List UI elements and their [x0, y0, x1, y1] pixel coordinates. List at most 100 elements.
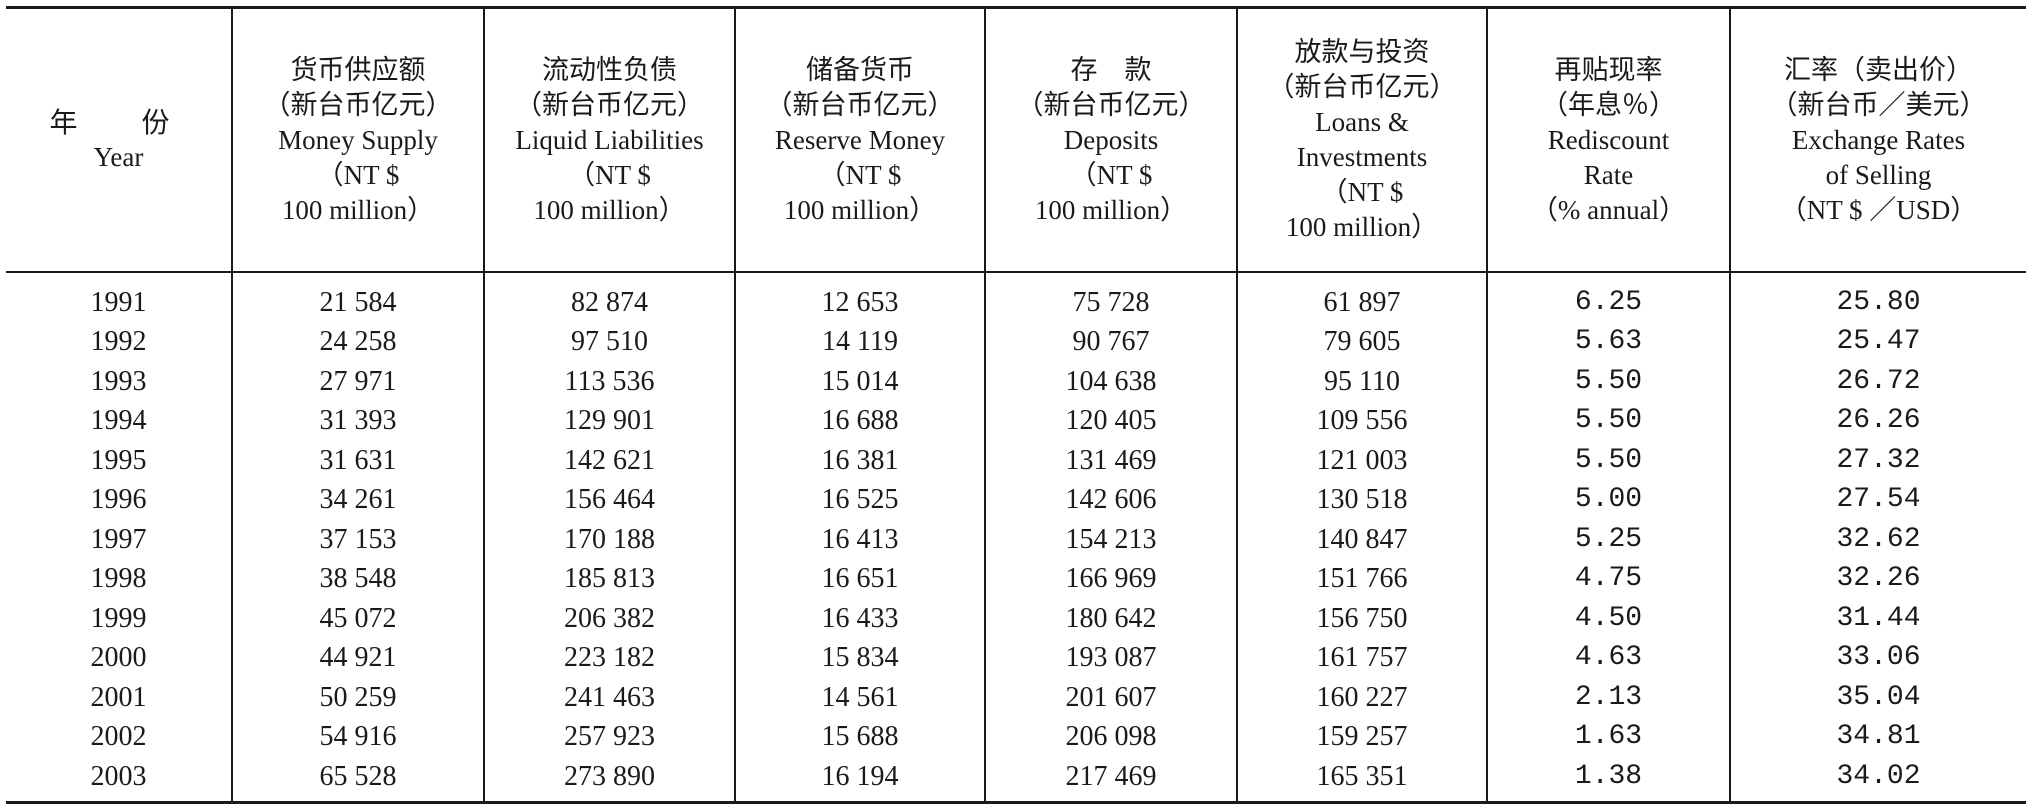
- liquid-liabilities-cell: 97 510: [484, 322, 736, 362]
- reserve-money-cell: 12 653: [735, 272, 986, 323]
- year-cell: 1992: [6, 322, 233, 362]
- deposits-cell: 90 767: [985, 322, 1238, 362]
- loans-investments-cell: 165 351: [1237, 757, 1488, 802]
- rediscount-rate-cell: 5.50: [1487, 362, 1731, 402]
- rediscount-rate-cell: 5.25: [1487, 520, 1731, 560]
- money-supply-cell: 21 584: [232, 272, 485, 323]
- header-label-en: 100 million）: [281, 194, 435, 225]
- reserve-money-cell: 16 194: [735, 757, 986, 802]
- reserve-money-cell: 14 119: [735, 322, 986, 362]
- year-cell: 1994: [6, 401, 233, 441]
- header-label-en: Liquid Liabilities: [515, 124, 704, 155]
- liquid-liabilities-cell: 206 382: [484, 599, 736, 639]
- exchange-rate-cell: 32.62: [1836, 523, 1921, 555]
- header-label-cn: 年 份: [49, 106, 188, 139]
- year-cell: 2002: [6, 717, 233, 757]
- table-row: 1998 38 548 185 813 16 651 166 969 151 766 4.7…: [6, 559, 2026, 599]
- deposits-header: 存 款（新台币亿元） Deposits （NT $ 100 million）: [985, 7, 1238, 273]
- year-cell: 2003: [6, 757, 233, 802]
- deposits-cell: 166 969: [985, 559, 1238, 599]
- reserve-money-cell: 16 381: [735, 441, 986, 481]
- deposits-cell: 201 607: [985, 678, 1238, 718]
- table-row: 1995 31 631 142 621 16 381 131 469 121 003 5.5…: [6, 441, 2026, 481]
- liquid-liabilities-cell: 113 536: [484, 362, 736, 402]
- liquid-liabilities-cell: 185 813: [484, 559, 736, 599]
- table-row: 2000 44 921 223 182 15 834 193 087 161 757 4.6…: [6, 638, 2026, 678]
- reserve-money-cell: 16 433: [735, 599, 986, 639]
- liquid-liabilities-header: 流动性负债 （新台币亿元） Liquid Liabilities （NT $ 100 m…: [484, 7, 736, 273]
- deposits-cell: 120 405: [985, 401, 1238, 441]
- rediscount-rate-cell: 5.50: [1487, 441, 1731, 481]
- loans-investments-cell: 130 518: [1237, 480, 1488, 520]
- liquid-liabilities-cell: 273 890: [484, 757, 736, 802]
- liquid-liabilities-cell: 241 463: [484, 678, 736, 718]
- loans-investments-header: 放款与投资 （新台币亿元） Loans & Investments （NT $ 100 m…: [1237, 7, 1488, 273]
- exchange-rate-cell: 26.26: [1836, 405, 1921, 437]
- header-label-en: （NT $: [1069, 159, 1153, 190]
- header-label-cn: （年息％）: [1541, 89, 1676, 121]
- reserve-money-cell: 16 413: [735, 520, 986, 560]
- reserve-money-cell: 15 688: [735, 717, 986, 757]
- table-body: 1991 21 584 82 874 12 653 75 728 61 897 6.25 25…: [6, 272, 2026, 802]
- rediscount-rate-cell: 4.75: [1487, 559, 1731, 599]
- table-row: 2003 65 528 273 890 16 194 217 469 165 351 1.3…: [6, 757, 2026, 802]
- table-row: 2002 54 916 257 923 15 688 206 098 159 257 1.6…: [6, 717, 2026, 757]
- exchange-rate-cell: 34.02: [1836, 760, 1921, 792]
- deposits-cell: 104 638: [985, 362, 1238, 402]
- deposits-cell: 217 469: [985, 757, 1238, 802]
- loans-investments-cell: 151 766: [1237, 559, 1488, 599]
- year-cell: 2000: [6, 638, 233, 678]
- money-supply-cell: 27 971: [232, 362, 485, 402]
- header-label-cn: 汇率（卖出价）: [1784, 54, 1973, 86]
- header-label-en: 100 million）: [533, 194, 686, 225]
- header-label-en: Year: [93, 142, 144, 172]
- deposits-cell: 142 606: [985, 480, 1238, 520]
- header-label-en: （NT $: [316, 159, 400, 190]
- exchange-rate-cell: 27.54: [1836, 484, 1921, 516]
- header-label-cn: 储备货币: [806, 54, 914, 86]
- year-cell: 1998: [6, 559, 233, 599]
- liquid-liabilities-cell: 82 874: [484, 272, 736, 323]
- year-cell: 2001: [6, 678, 233, 718]
- header-label-cn: 流动性负债: [542, 54, 677, 86]
- money-supply-header: 货币供应额 （新台币亿元） Money Supply （NT $ 100 million…: [232, 7, 485, 273]
- loans-investments-cell: 160 227: [1237, 678, 1488, 718]
- liquid-liabilities-cell: 170 188: [484, 520, 736, 560]
- exchange-rate-cell: 33.06: [1836, 642, 1921, 674]
- loans-investments-cell: 95 110: [1237, 362, 1488, 402]
- year-header: 年 份 Year: [6, 7, 233, 273]
- money-supply-cell: 44 921: [232, 638, 485, 678]
- deposits-cell: 193 087: [985, 638, 1238, 678]
- money-supply-cell: 24 258: [232, 322, 485, 362]
- exchange-rate-cell: 25.47: [1836, 326, 1921, 358]
- year-cell: 1993: [6, 362, 233, 402]
- table-header: 年 份 Year 货币供应额 （新台币亿元） Money Supply （NT $100 …: [6, 7, 2026, 273]
- year-cell: 1995: [6, 441, 233, 481]
- header-label-en: Loans &: [1315, 107, 1409, 137]
- header-label-en: of Selling: [1825, 159, 1932, 190]
- money-supply-cell: 65 528: [232, 757, 485, 802]
- rediscount-rate-cell: 1.63: [1487, 717, 1731, 757]
- header-label-en: （NT $: [1320, 177, 1404, 207]
- loans-investments-cell: 61 897: [1237, 272, 1488, 323]
- header-label-en: （NT $: [818, 159, 902, 190]
- header-label-cn: （新台币亿元）: [515, 89, 704, 121]
- financial-statistics-table: 年 份 Year 货币供应额 （新台币亿元） Money Supply （NT $100 …: [6, 6, 2026, 804]
- money-supply-cell: 31 393: [232, 401, 485, 441]
- deposits-cell: 75 728: [985, 272, 1238, 323]
- liquid-liabilities-cell: 257 923: [484, 717, 736, 757]
- liquid-liabilities-cell: 129 901: [484, 401, 736, 441]
- reserve-money-cell: 15 834: [735, 638, 986, 678]
- loans-investments-cell: 109 556: [1237, 401, 1488, 441]
- table-row: 1996 34 261 156 464 16 525 142 606 130 518 5.0…: [6, 480, 2026, 520]
- exchange-rate-cell: 25.80: [1836, 286, 1921, 318]
- loans-investments-cell: 159 257: [1237, 717, 1488, 757]
- header-label-cn: 货币供应额: [290, 54, 426, 86]
- header-label-cn: （新台币亿元）: [765, 89, 955, 121]
- header-label-en: Reserve Money: [774, 124, 946, 155]
- header-label-en: Exchange Rates: [1791, 124, 1966, 155]
- exchange-rate-cell: 27.32: [1836, 444, 1921, 476]
- table-row: 1993 27 971 113 536 15 014 104 638 95 110 5.50…: [6, 362, 2026, 402]
- rediscount-rate-cell: 4.50: [1487, 599, 1731, 639]
- header-label-cn: （新台币／美元）: [1770, 89, 1987, 121]
